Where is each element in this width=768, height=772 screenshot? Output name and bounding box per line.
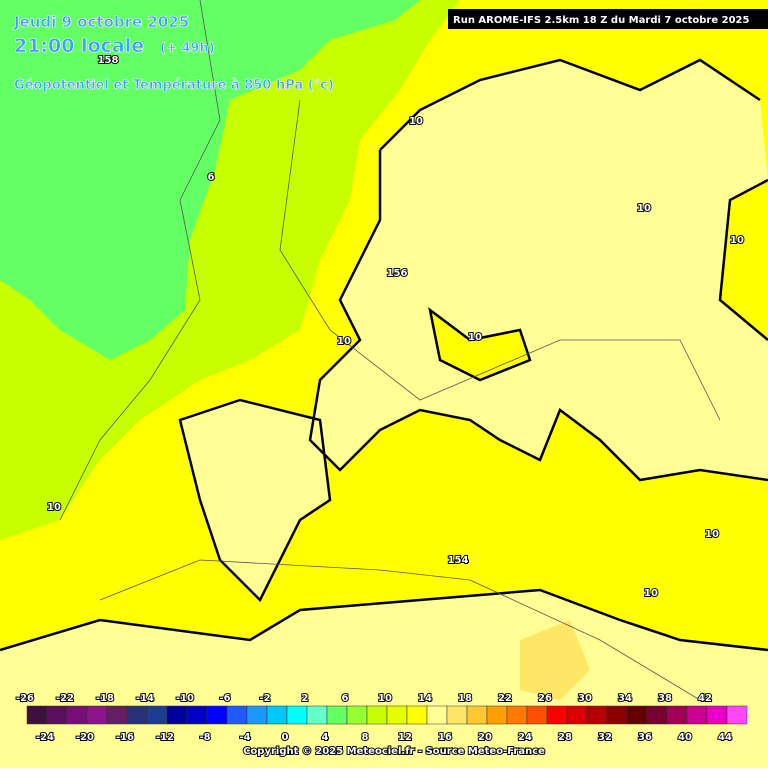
colorbar-label: -12 <box>156 732 174 743</box>
colorbar-label: 30 <box>578 693 592 704</box>
colorbar-cell <box>446 705 468 725</box>
colorbar-cell <box>706 705 728 725</box>
colorbar-cell <box>466 705 488 725</box>
colorbar-label: 20 <box>478 732 492 743</box>
colorbar-cell <box>46 705 68 725</box>
borders <box>59 0 721 701</box>
colorbar-label: -18 <box>96 693 114 704</box>
colorbar-cell <box>726 705 748 725</box>
colorbar-label: 16 <box>438 732 452 743</box>
copyright: Copyright © 2025 Meteociel.fr - Source M… <box>243 746 545 757</box>
colorbar-cell <box>566 705 588 725</box>
colorbar-cell <box>286 705 308 725</box>
colorbar-label: 12 <box>398 732 412 743</box>
temp-zone-12 <box>310 60 768 480</box>
colorbar-label: -16 <box>116 732 134 743</box>
contour-label: 10 <box>644 588 658 599</box>
colorbar-label: 10 <box>378 693 392 704</box>
colorbar-cell <box>226 705 248 725</box>
contour-label: 10 <box>468 332 482 343</box>
colorbar-cell <box>386 705 408 725</box>
colorbar-cell <box>266 705 288 725</box>
colorbar-label: -2 <box>259 693 270 704</box>
colorbar-label: 4 <box>322 732 329 743</box>
colorbar-label: 32 <box>598 732 612 743</box>
colorbar-label: -26 <box>16 693 34 704</box>
colorbar-label: 24 <box>518 732 532 743</box>
colorbar-cell <box>686 705 708 725</box>
colorbar-cell <box>246 705 268 725</box>
colorbar-label: 22 <box>498 693 512 704</box>
lead-time: (+ 49h) <box>160 41 215 56</box>
run-box <box>448 9 768 29</box>
colorbar-label: 28 <box>558 732 572 743</box>
colorbar-label: 26 <box>538 693 552 704</box>
colorbar-label: 2 <box>302 693 309 704</box>
contour-label: 154 <box>448 555 469 566</box>
colorbar-label: 18 <box>458 693 472 704</box>
colorbar-label: 6 <box>342 693 349 704</box>
colorbar-label: -20 <box>76 732 94 743</box>
colorbar-cell <box>346 705 368 725</box>
contour-label: 10 <box>730 235 744 246</box>
contour-label: 10 <box>47 502 61 513</box>
colorbar-cell <box>66 705 88 725</box>
colorbar-cell <box>506 705 528 725</box>
colorbar-label: 8 <box>362 732 369 743</box>
colorbar-cell <box>666 705 688 725</box>
colorbar-label: 36 <box>638 732 652 743</box>
colorbar-cell <box>326 705 348 725</box>
colorbar-cell <box>586 705 608 725</box>
colorbar-cell <box>146 705 168 725</box>
contour-label: 10 <box>637 203 651 214</box>
run-info: Run AROME-IFS 2.5km 18 Z du Mardi 7 octo… <box>453 15 749 26</box>
colorbar-cell <box>606 705 628 725</box>
colorbar-label: -6 <box>219 693 230 704</box>
colorbar: -26 -22 -18 -14 -10 -6 -2 2 6 10 14 18 22 26 30 34 38 42-… <box>15 692 748 744</box>
colorbar-label: 34 <box>618 693 632 704</box>
colorbar-label: 44 <box>718 732 732 743</box>
contour-label: 10 <box>337 336 351 347</box>
colorbar-cell <box>106 705 128 725</box>
colorbar-cell <box>306 705 328 725</box>
colorbar-cell <box>406 705 428 725</box>
colorbar-label: -4 <box>239 732 250 743</box>
colorbar-label: -24 <box>36 732 54 743</box>
contour-label: 158 <box>98 55 119 66</box>
colorbar-cell <box>366 705 388 725</box>
temp-zone-10 <box>430 310 530 380</box>
colorbar-cell <box>486 705 508 725</box>
colorbar-cell <box>426 705 448 725</box>
contour-label: 156 <box>387 268 408 279</box>
colorbar-label: 38 <box>658 693 672 704</box>
forecast-time: 21:00 locale <box>14 35 144 57</box>
colorbar-label: -14 <box>136 693 154 704</box>
forecast-date: Jeudi 9 octobre 2025 <box>13 13 189 31</box>
colorbar-cell <box>166 705 188 725</box>
colorbar-cell <box>526 705 548 725</box>
colorbar-label: -10 <box>176 693 194 704</box>
colorbar-cell <box>206 705 228 725</box>
temp-zone-4 <box>0 0 420 360</box>
contour-label: 10 <box>705 529 719 540</box>
colorbar-cell <box>626 705 648 725</box>
colorbar-label: -22 <box>56 693 74 704</box>
colorbar-cell <box>26 705 48 725</box>
contour-label: 10 <box>409 116 423 127</box>
colorbar-label: 40 <box>678 732 692 743</box>
colorbar-label: -8 <box>199 732 210 743</box>
contour-label: 6 <box>208 172 215 183</box>
colorbar-cell <box>186 705 208 725</box>
colorbar-label: 0 <box>282 732 289 743</box>
colorbar-label: 42 <box>698 693 712 704</box>
colorbar-cell <box>546 705 568 725</box>
temp-zone-16 <box>520 620 590 700</box>
colorbar-label: 14 <box>418 693 432 704</box>
field-title: Géopotentiel et Température à 850 hPa (°… <box>14 78 334 93</box>
isotherm-10 <box>0 58 768 652</box>
colorbar-cell <box>126 705 148 725</box>
colorbar-cell <box>86 705 108 725</box>
colorbar-cell <box>646 705 668 725</box>
